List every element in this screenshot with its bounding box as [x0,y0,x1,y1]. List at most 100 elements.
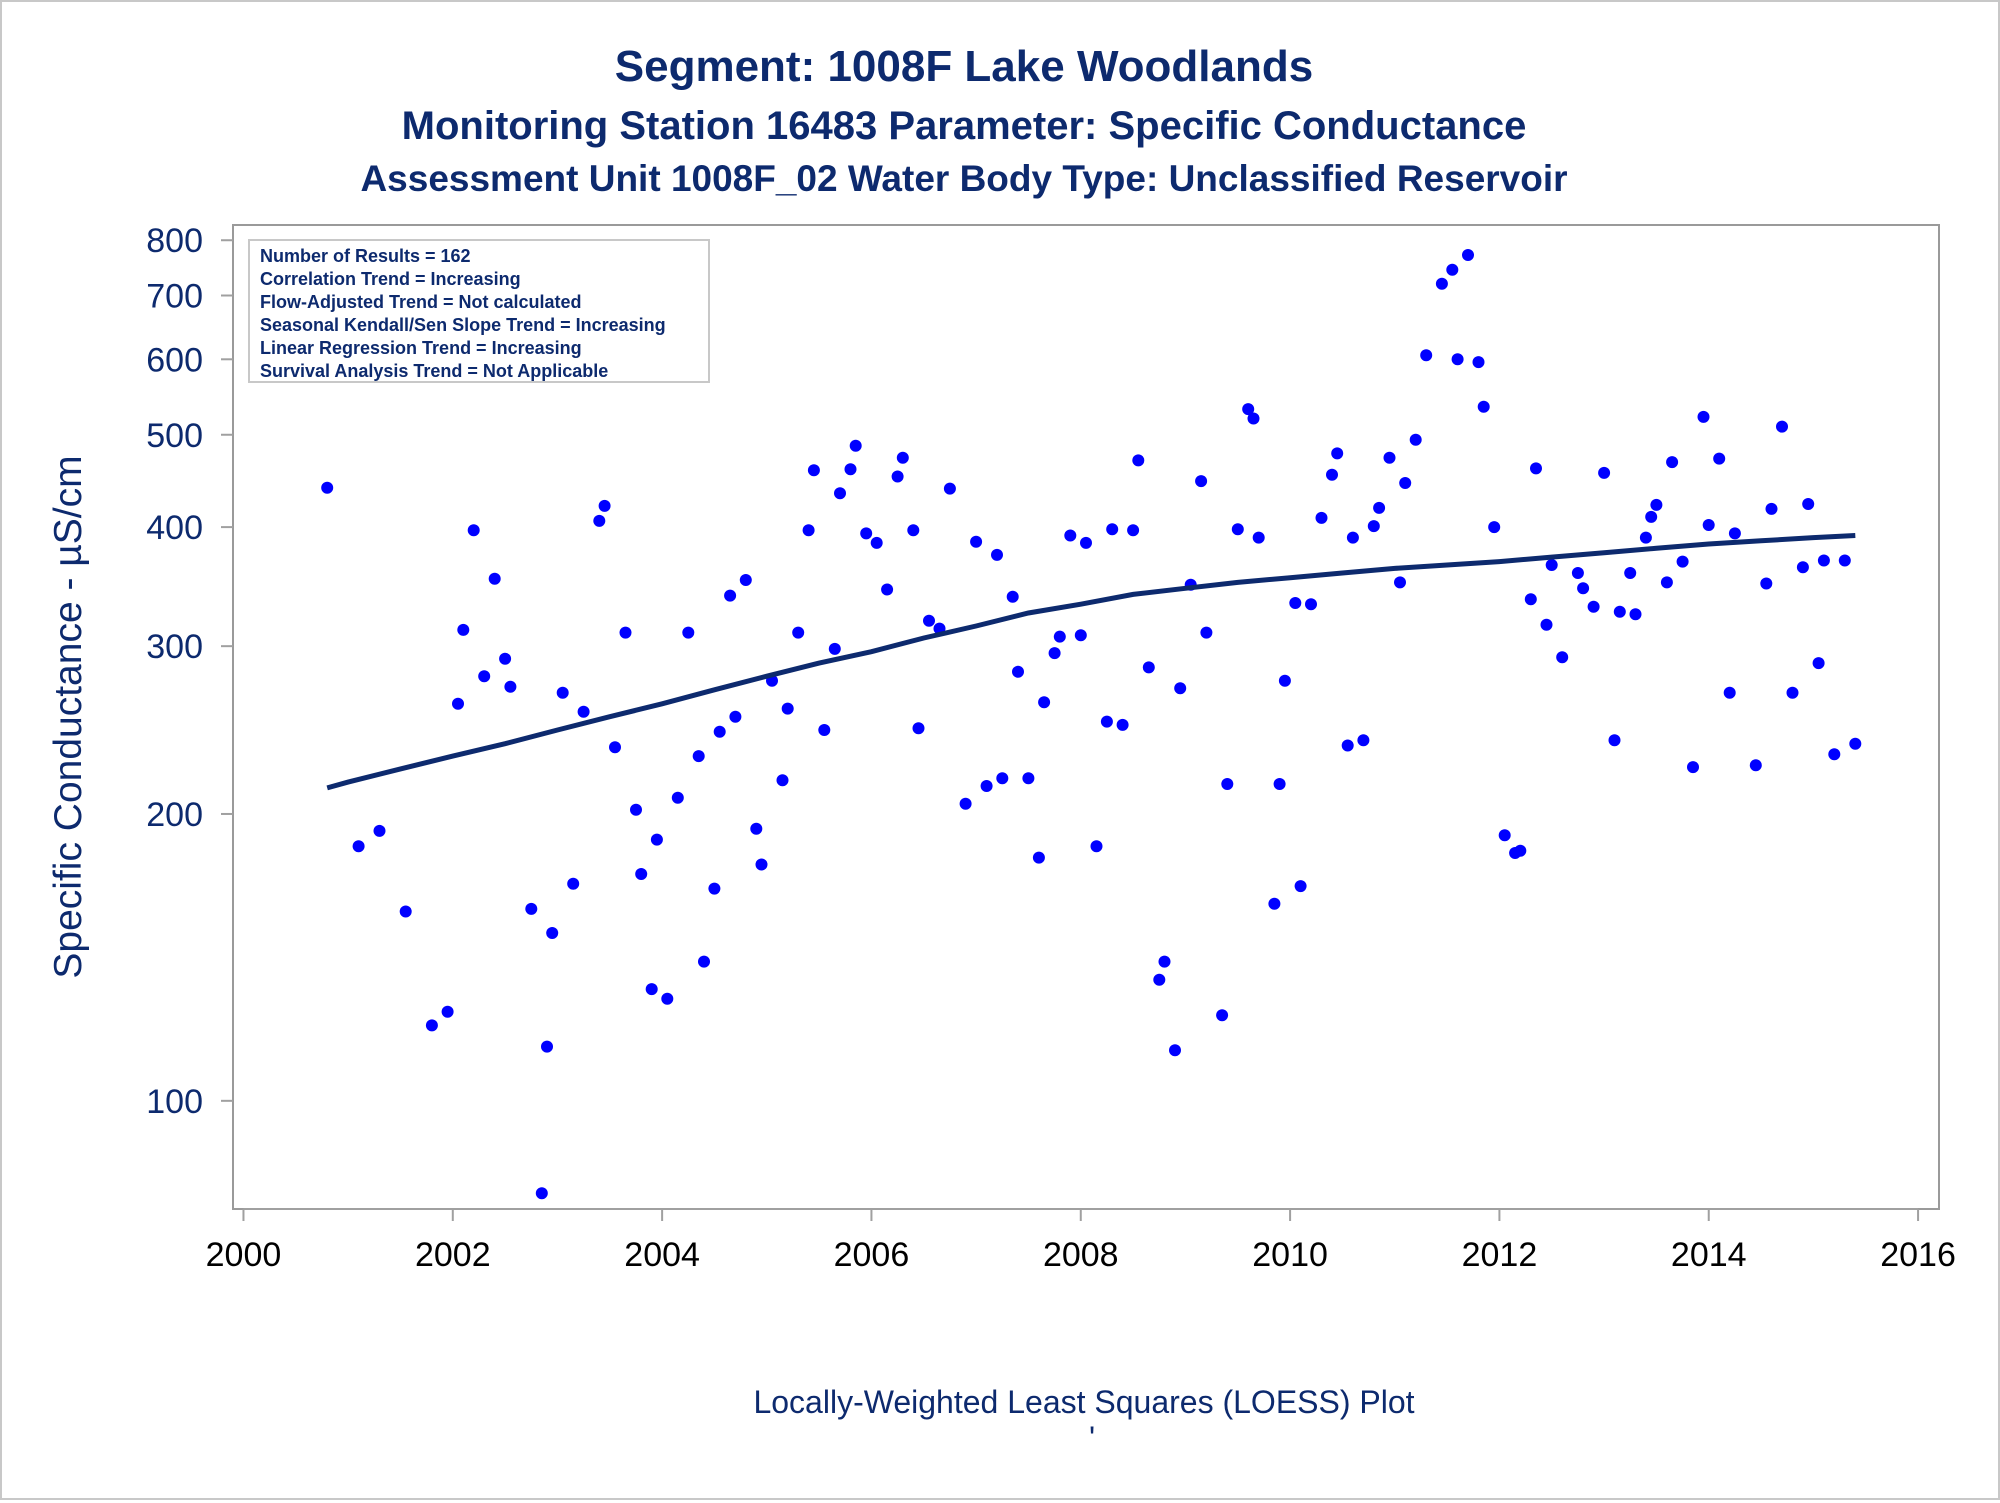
data-point [1100,715,1113,728]
info-legend-box [248,239,710,383]
data-point [923,614,935,627]
y-axis: 100 200 300 400 500 600 700 800 [146,222,233,1121]
info-line: Linear Regression Trend = Increasing [260,338,582,358]
data-point [1713,452,1726,465]
data-point [1357,734,1370,747]
data-point [1812,657,1825,670]
x-tick-label: 2006 [834,1236,910,1274]
data-point [1488,521,1501,534]
data-point [912,722,925,735]
data-point [724,589,737,602]
data-point [1341,739,1354,752]
data-point [1524,593,1537,606]
data-point [1132,454,1145,467]
data-point [1571,567,1584,579]
footnote: Locally-Weighted Least Squares (LOESS) P… [753,1384,1414,1420]
data-point [499,652,512,665]
data-point [1645,510,1658,523]
x-tick-label: 2016 [1880,1236,1956,1274]
data-point [1660,576,1673,589]
data-point [708,882,721,895]
data-point [1315,511,1328,524]
data-point [1629,608,1642,621]
data-point [750,822,763,835]
data-point [425,1019,438,1032]
data-point [1242,403,1255,416]
data-point [980,780,993,792]
y-tick-label: 200 [146,796,203,834]
data-point [1760,577,1773,590]
data-point [1247,412,1260,425]
data-point [1409,433,1422,446]
data-point [698,955,710,968]
x-tick-label: 2010 [1252,1236,1328,1274]
data-point [1676,555,1689,568]
data-point [692,750,705,763]
data-point [776,774,789,787]
data-point [807,464,820,477]
data-point [609,741,621,754]
data-point [1817,554,1830,567]
data-point [860,527,873,540]
data-point [1273,778,1286,790]
data-point [1331,447,1344,460]
data-point [373,824,386,837]
y-tick-label: 300 [146,628,203,666]
x-tick-label: 2000 [206,1236,282,1274]
x-tick-label: 2004 [624,1236,700,1274]
data-point [849,439,862,452]
y-tick-label: 500 [146,417,203,455]
data-point [1598,466,1611,479]
data-point [1477,400,1490,413]
data-point [713,725,726,738]
data-point [1022,772,1035,785]
data-point [1090,840,1103,853]
data-point [970,535,983,548]
footnote-mark: ' [1089,1420,1095,1456]
data-point [1765,502,1778,515]
x-tick-label: 2014 [1671,1236,1747,1274]
data-point [1451,353,1464,366]
data-point [1472,356,1485,369]
info-legend: Number of Results = 162 Correlation Tren… [248,239,710,383]
data-point [556,686,569,699]
data-point [802,524,815,537]
data-point [1545,559,1558,571]
data-point [1849,737,1862,750]
chart-subtitle: Monitoring Station 16483 Parameter: Spec… [402,104,1527,148]
data-point [1169,1044,1181,1057]
y-tick-label: 700 [146,277,203,315]
data-point [1080,536,1092,549]
data-point [1153,973,1166,986]
data-point [1420,349,1433,362]
data-point [467,524,480,537]
x-tick-label: 2002 [415,1236,491,1274]
data-point [1540,618,1553,631]
data-point [1624,567,1637,579]
data-point [870,536,883,549]
data-point [441,1005,454,1018]
data-point [1032,851,1045,864]
data-point [1556,651,1569,664]
data-point [891,470,904,483]
x-tick-label: 2008 [1043,1236,1119,1274]
data-point [1399,477,1412,489]
data-point [488,572,501,585]
data-point [577,705,590,718]
info-line: Correlation Trend = Increasing [260,269,521,289]
y-tick-label: 100 [146,1083,203,1121]
data-point [1802,498,1815,510]
info-line: Survival Analysis Trend = Not Applicable [260,361,608,381]
data-point [1305,598,1317,611]
info-line: Seasonal Kendall/Sen Slope Trend = Incre… [260,315,666,335]
data-point [671,791,684,804]
data-point [1216,1009,1229,1022]
y-tick-label: 400 [146,509,203,547]
data-point [1838,554,1851,567]
info-line: Flow-Adjusted Trend = Not calculated [260,292,582,312]
data-point [1106,523,1119,536]
data-point [630,803,642,816]
data-point [1367,520,1380,533]
data-point [650,833,663,846]
